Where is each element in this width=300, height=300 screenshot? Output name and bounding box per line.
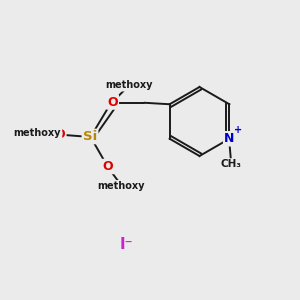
- Text: O: O: [103, 160, 113, 173]
- Text: N: N: [224, 132, 235, 145]
- Text: methoxy: methoxy: [14, 128, 61, 139]
- Text: +: +: [234, 125, 242, 135]
- Text: O: O: [55, 128, 65, 142]
- Text: Si: Si: [83, 130, 97, 143]
- Text: O: O: [107, 95, 118, 109]
- Text: CH₃: CH₃: [220, 159, 242, 169]
- Text: methoxy: methoxy: [98, 181, 145, 191]
- Text: I⁻: I⁻: [119, 237, 133, 252]
- Text: methoxy: methoxy: [105, 80, 153, 91]
